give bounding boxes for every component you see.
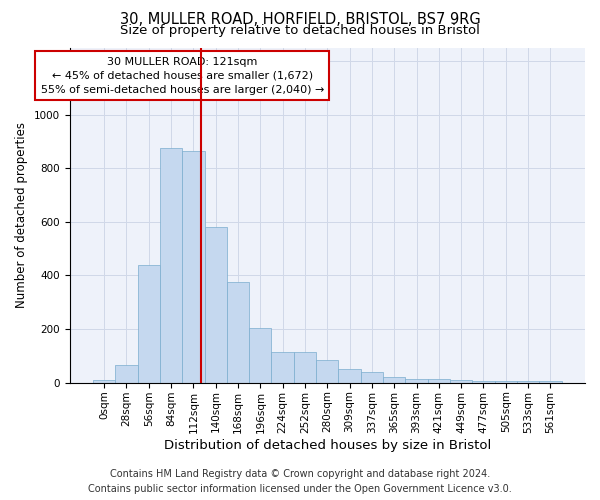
Bar <box>539 382 562 383</box>
X-axis label: Distribution of detached houses by size in Bristol: Distribution of detached houses by size … <box>164 440 491 452</box>
Text: 30 MULLER ROAD: 121sqm
← 45% of detached houses are smaller (1,672)
55% of semi-: 30 MULLER ROAD: 121sqm ← 45% of detached… <box>41 57 324 95</box>
Bar <box>316 360 338 383</box>
Text: Size of property relative to detached houses in Bristol: Size of property relative to detached ho… <box>120 24 480 37</box>
Bar <box>205 227 227 383</box>
Bar <box>271 352 294 383</box>
Y-axis label: Number of detached properties: Number of detached properties <box>15 122 28 308</box>
Bar <box>93 380 115 383</box>
Bar <box>383 378 406 383</box>
Text: Contains HM Land Registry data © Crown copyright and database right 2024.
Contai: Contains HM Land Registry data © Crown c… <box>88 469 512 494</box>
Bar <box>472 382 494 383</box>
Bar <box>182 151 205 383</box>
Bar <box>294 352 316 383</box>
Bar <box>428 379 450 383</box>
Bar <box>338 370 361 383</box>
Bar <box>494 382 517 383</box>
Bar <box>160 148 182 383</box>
Bar <box>361 372 383 383</box>
Bar <box>115 366 137 383</box>
Bar <box>517 382 539 383</box>
Text: 30, MULLER ROAD, HORFIELD, BRISTOL, BS7 9RG: 30, MULLER ROAD, HORFIELD, BRISTOL, BS7 … <box>119 12 481 26</box>
Bar <box>137 265 160 383</box>
Bar <box>406 379 428 383</box>
Bar <box>227 282 249 383</box>
Bar <box>249 328 271 383</box>
Bar <box>450 380 472 383</box>
